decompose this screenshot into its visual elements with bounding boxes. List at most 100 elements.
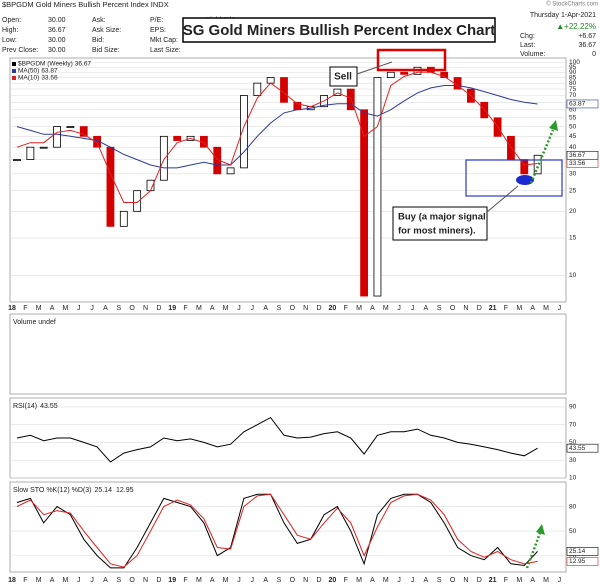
field-value: 36.67 <box>578 42 596 49</box>
y-tick-label: 70 <box>569 421 577 428</box>
field-label: Bid: <box>92 37 104 44</box>
field-value: 0 <box>592 51 596 58</box>
price-bar <box>373 77 382 297</box>
field-value: +6.67 <box>578 33 596 40</box>
x-tick-label: A <box>50 305 55 312</box>
legend-name: MA(50) <box>18 68 39 75</box>
x-tick-label: S <box>277 305 282 312</box>
sell-pointer <box>356 61 393 75</box>
legend-value: 25.14 <box>94 487 112 494</box>
field-label: P/E: <box>150 17 163 24</box>
x-tick-label: A <box>103 305 108 312</box>
value-tag-text: 33.56 <box>569 160 586 167</box>
x-tick-label: D <box>156 577 161 584</box>
value-tag-text: 12.95 <box>569 558 586 565</box>
x-tick-label: M <box>543 305 549 312</box>
price-bar <box>226 167 235 175</box>
x-tick-label: J <box>558 577 562 584</box>
x-tick-label: A <box>210 305 215 312</box>
x-tick-label: F <box>344 305 348 312</box>
y-tick-label: 45 <box>569 133 577 140</box>
field-label: Volume: <box>520 51 545 58</box>
x-tick-label: F <box>504 305 508 312</box>
price-bar <box>119 210 128 227</box>
y-tick-label: 40 <box>569 144 577 151</box>
x-tick-label: A <box>370 305 375 312</box>
price-bar <box>240 95 248 169</box>
x-tick-label: 20 <box>329 305 337 312</box>
field-label: Open: <box>2 17 21 24</box>
x-tick-label: M <box>223 577 229 584</box>
x-tick-label: A <box>424 577 429 584</box>
field-label: Mkt Cap: <box>150 37 178 44</box>
value-tag <box>566 443 599 453</box>
x-tick-label: N <box>463 305 468 312</box>
field-label: Last: <box>520 42 535 49</box>
x-tick-label: M <box>356 577 362 584</box>
field-label: Last Size: <box>150 47 181 54</box>
x-tick-label: S <box>116 305 121 312</box>
value-tag-text: 43.55 <box>569 445 586 452</box>
buy-text: Buy (a major signal <box>398 212 486 223</box>
panel-frame <box>9 57 567 303</box>
x-tick-label: J <box>90 305 94 312</box>
y-tick-label: 80 <box>569 503 577 510</box>
y-tick-label: 15 <box>569 235 577 242</box>
y-tick-label: 60 <box>569 106 577 113</box>
symbol-title: $BPGDM Gold Miners Bullish Percent Index… <box>2 0 169 9</box>
value-tag <box>566 99 599 109</box>
legend-value: 63.87 <box>41 68 58 75</box>
field-label: Ask: <box>92 17 106 24</box>
x-tick-label: J <box>411 305 415 312</box>
x-tick-label: 21 <box>489 577 497 584</box>
x-tick-label: O <box>129 305 135 312</box>
sell-zone <box>376 48 447 72</box>
y-tick-label: 30 <box>569 457 577 464</box>
x-tick-label: D <box>477 305 482 312</box>
x-tick-label: O <box>290 305 296 312</box>
sell-box <box>329 66 358 87</box>
up-arrow-head <box>536 524 545 535</box>
legend-value: 43.55 <box>40 403 58 410</box>
x-tick-label: N <box>303 577 308 584</box>
y-tick-label: 55 <box>569 115 577 122</box>
date: Thursday 1-Apr-2021 <box>530 12 596 19</box>
field-label: High: <box>2 27 18 34</box>
panel-frame <box>9 313 567 395</box>
x-tick-label: S <box>277 577 282 584</box>
series-line <box>16 416 538 463</box>
legend-name: $BPGDM (Weekly) <box>18 61 73 68</box>
x-tick-label: J <box>77 577 81 584</box>
legend-swatch <box>12 69 16 73</box>
y-tick-label: 95 <box>569 64 577 71</box>
up-arrow <box>529 129 555 184</box>
value-tag <box>566 159 599 168</box>
buy-zone <box>465 159 563 197</box>
series-line <box>16 493 538 568</box>
price-bar <box>533 154 542 175</box>
x-tick-label: 19 <box>168 305 176 312</box>
x-tick-label: O <box>290 577 296 584</box>
x-tick-label: M <box>196 577 202 584</box>
x-tick-label: A <box>424 305 429 312</box>
x-tick-label: A <box>530 305 535 312</box>
x-tick-label: M <box>516 305 522 312</box>
x-tick-label: D <box>156 305 161 312</box>
x-tick-label: J <box>237 305 241 312</box>
field-value: 30.00 <box>48 37 66 44</box>
x-tick-label: O <box>450 305 456 312</box>
legend-value: 33.56 <box>41 75 58 82</box>
series-line <box>16 85 538 169</box>
panel-frame <box>9 397 567 479</box>
copyright: © StockCharts.com <box>546 1 598 8</box>
x-tick-label: M <box>196 305 202 312</box>
panel-title: Slow STO %K(12) %D(3) <box>13 487 91 494</box>
x-tick-label: M <box>223 305 229 312</box>
price-bar <box>79 126 88 137</box>
x-tick-label: A <box>370 577 375 584</box>
price-bar <box>26 146 35 160</box>
field-value: 30.00 <box>48 47 66 54</box>
x-tick-label: A <box>210 577 215 584</box>
field-label: Prev Close: <box>2 47 38 54</box>
